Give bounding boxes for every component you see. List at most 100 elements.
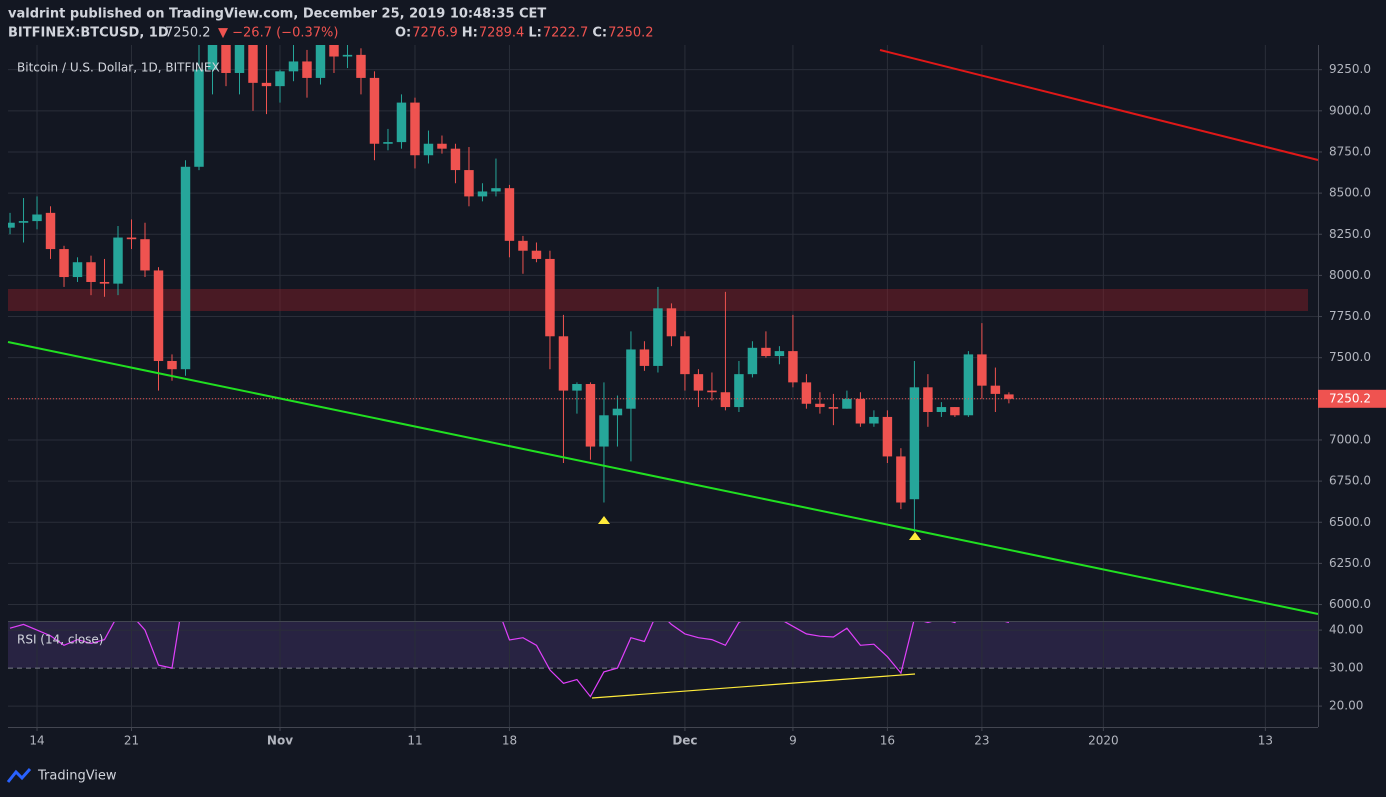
candle-body xyxy=(828,407,839,409)
candle-body xyxy=(950,407,960,416)
x-tick-label: 11 xyxy=(407,734,422,748)
candle-body xyxy=(882,416,893,457)
candle-body xyxy=(153,270,164,361)
triangle xyxy=(598,516,610,524)
x-tick-label: 13 xyxy=(1258,734,1273,748)
y-tick-label: 9000.0 xyxy=(1329,103,1371,117)
candle-body xyxy=(963,354,974,416)
candle-body xyxy=(504,188,515,241)
y-tick-label: 7500.0 xyxy=(1329,350,1371,364)
candle-body xyxy=(302,61,312,78)
candle-body xyxy=(707,390,717,393)
candle-body xyxy=(18,221,29,223)
candle-body xyxy=(518,240,528,251)
candle-body xyxy=(788,351,798,383)
candle-body xyxy=(8,222,15,228)
y-tick-label: 40.00 xyxy=(1329,623,1363,637)
y-tick-label: 6500.0 xyxy=(1329,515,1371,529)
candle-body xyxy=(99,281,110,284)
candle-body xyxy=(342,54,353,57)
y-tick-label: 9250.0 xyxy=(1329,62,1371,76)
candle-body xyxy=(207,45,218,70)
x-tick-label: Dec xyxy=(672,734,697,748)
candle-body xyxy=(666,308,677,337)
candle-body xyxy=(464,170,474,197)
candle-body xyxy=(477,191,488,197)
ohlc-label: H: xyxy=(462,26,478,41)
ohlc-value: 7250.2 xyxy=(608,26,654,41)
candle-body xyxy=(815,403,825,408)
publisher: valdrint published on TradingView.com, D… xyxy=(8,7,546,22)
candle-body xyxy=(410,102,420,156)
candle-body xyxy=(720,392,731,408)
candle-body xyxy=(558,336,569,391)
candle-body xyxy=(140,239,150,271)
candle-body xyxy=(545,258,555,337)
y-tick-label: 8250.0 xyxy=(1329,227,1371,241)
candle-body xyxy=(801,382,812,404)
y-tick-label: 7000.0 xyxy=(1329,432,1371,446)
candle-body xyxy=(86,262,96,282)
candle-body xyxy=(626,349,636,409)
candle-body xyxy=(450,148,461,171)
resistance-line xyxy=(879,49,1319,161)
price-badge-label: 7250.2 xyxy=(1329,391,1371,405)
y-tick-label: 30.00 xyxy=(1329,661,1363,675)
triangle xyxy=(909,532,921,540)
candle-body xyxy=(234,45,245,73)
ohlc-label: O: xyxy=(395,26,411,41)
candle-body xyxy=(315,45,326,78)
ohlc-value: 7222.7 xyxy=(543,26,589,41)
candle-body xyxy=(896,456,906,503)
legend: Bitcoin / U.S. Dollar, 1D, BITFINEX xyxy=(17,61,220,75)
candle-body xyxy=(369,77,380,144)
x-tick-label: 23 xyxy=(974,734,989,748)
logo xyxy=(6,768,32,783)
candle-body xyxy=(248,45,258,83)
rsi-label: RSI (14, close) xyxy=(17,633,103,647)
candle-body xyxy=(194,69,204,167)
candle-body xyxy=(842,398,852,409)
rsi-band xyxy=(8,622,1318,668)
candle-body xyxy=(288,61,299,72)
candle-body xyxy=(977,354,987,386)
candle-body xyxy=(329,45,339,57)
rsi-line xyxy=(9,622,1010,698)
candle-body xyxy=(32,214,42,222)
candle-body xyxy=(113,237,123,284)
candle-body xyxy=(437,143,447,149)
candle-body xyxy=(221,45,231,73)
x-tick-label: 2020 xyxy=(1088,734,1119,748)
ohlc-label: C: xyxy=(592,26,607,41)
y-tick-label: 8750.0 xyxy=(1329,144,1371,158)
x-tick-label: Nov xyxy=(267,734,293,748)
ohlc-label: L: xyxy=(528,26,541,41)
candle-body xyxy=(1004,394,1014,399)
x-tick-label: 21 xyxy=(124,734,139,748)
candle-body xyxy=(734,374,744,408)
candle-body xyxy=(909,387,920,500)
price: 7250.2 xyxy=(165,26,211,41)
x-tick-label: 18 xyxy=(502,734,517,748)
candle-body xyxy=(693,374,704,391)
candle-body xyxy=(396,102,407,143)
candle-body xyxy=(167,360,177,370)
candle-body xyxy=(599,415,609,447)
candle-body xyxy=(639,349,650,366)
candle-body xyxy=(774,351,785,357)
candle-body xyxy=(275,71,285,87)
candle-body xyxy=(423,143,434,156)
candle-body xyxy=(261,82,272,87)
y-tick-label: 7750.0 xyxy=(1329,309,1371,323)
candle-body xyxy=(761,347,771,357)
y-tick-label: 6250.0 xyxy=(1329,556,1371,570)
x-tick-label: 9 xyxy=(789,734,797,748)
candle-body xyxy=(990,385,1001,394)
ohlc-value: 7276.9 xyxy=(412,26,458,41)
price-badge xyxy=(1318,389,1386,408)
candle-body xyxy=(936,407,947,412)
candle-body xyxy=(180,166,191,370)
candle-body xyxy=(572,384,582,391)
